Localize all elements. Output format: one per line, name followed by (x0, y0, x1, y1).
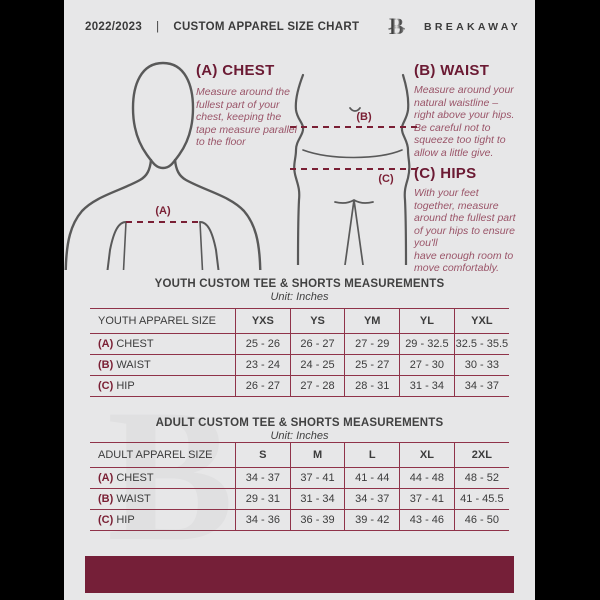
svg-text:B: B (389, 14, 404, 39)
svg-text:(B): (B) (356, 111, 372, 123)
svg-text:(A): (A) (155, 205, 171, 217)
svg-text:(C): (C) (378, 173, 394, 185)
